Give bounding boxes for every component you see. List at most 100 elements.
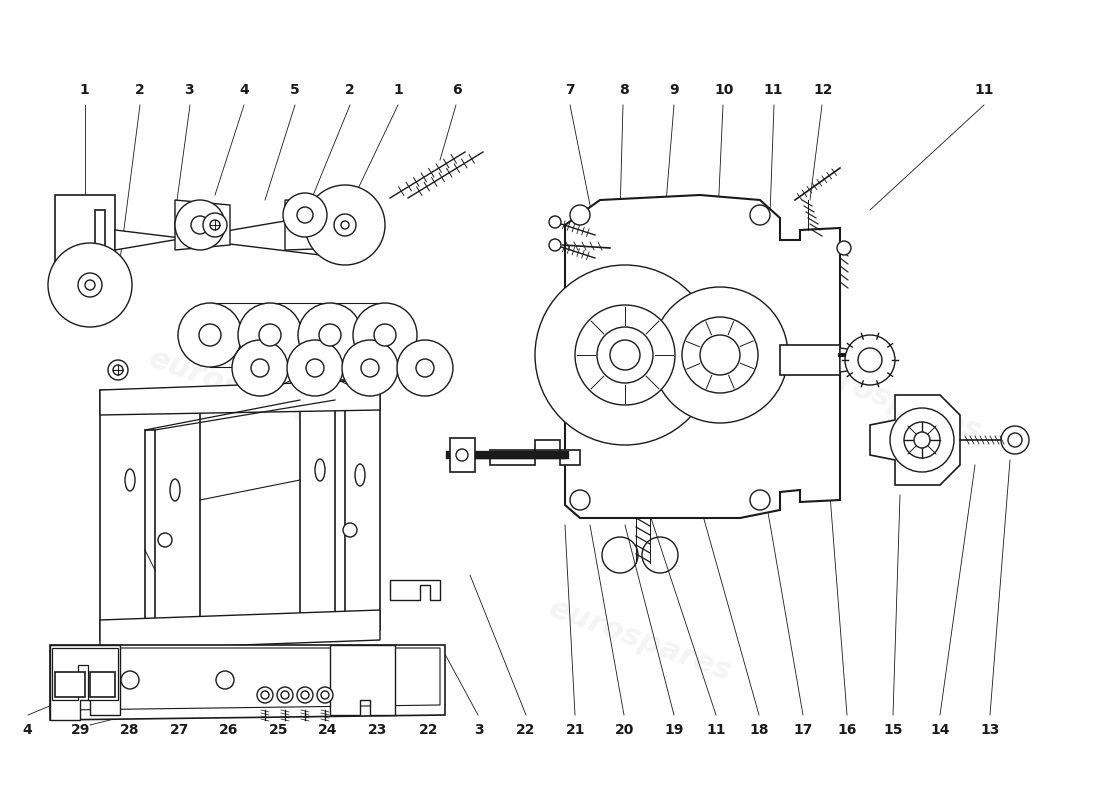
Circle shape [287,340,343,396]
Text: 4: 4 [23,723,32,737]
Text: 12: 12 [813,83,833,97]
Circle shape [652,287,788,423]
Text: 1: 1 [80,83,89,97]
Text: 26: 26 [219,723,239,737]
Circle shape [298,303,362,367]
Text: 11: 11 [975,83,994,97]
Circle shape [374,324,396,346]
Text: 23: 23 [367,723,387,737]
Circle shape [297,207,313,223]
Polygon shape [285,200,345,250]
Text: 8: 8 [619,83,628,97]
Text: 4: 4 [240,83,249,97]
Circle shape [48,243,132,327]
Text: 28: 28 [120,723,140,737]
Circle shape [121,671,139,689]
Circle shape [682,317,758,393]
Polygon shape [100,610,380,650]
Circle shape [317,687,333,703]
Circle shape [204,213,227,237]
Text: 20: 20 [615,723,635,737]
Circle shape [277,687,293,703]
Circle shape [257,687,273,703]
Circle shape [837,241,851,255]
Text: 7: 7 [565,83,574,97]
Text: 3: 3 [185,83,194,97]
Circle shape [549,239,561,251]
Circle shape [261,691,270,699]
Polygon shape [330,645,395,715]
Circle shape [570,205,590,225]
Polygon shape [55,195,116,265]
Circle shape [283,193,327,237]
Text: 18: 18 [749,723,769,737]
Polygon shape [565,195,840,518]
Text: 2: 2 [345,83,354,97]
Circle shape [904,422,940,458]
Circle shape [890,408,954,472]
Polygon shape [490,440,580,465]
Bar [55,672,85,697]
Text: 24: 24 [318,723,338,737]
Text: 1: 1 [394,83,403,97]
Circle shape [301,691,309,699]
Circle shape [456,449,468,461]
Circle shape [750,205,770,225]
Text: 19: 19 [664,723,684,737]
Circle shape [158,533,172,547]
Text: 9: 9 [670,83,679,97]
Polygon shape [840,348,870,372]
Circle shape [416,359,434,377]
Circle shape [341,221,349,229]
Circle shape [199,324,221,346]
Circle shape [113,365,123,375]
Circle shape [343,523,358,537]
Text: 2: 2 [135,83,144,97]
Text: 5: 5 [290,83,299,97]
Circle shape [570,490,590,510]
Circle shape [1001,426,1028,454]
Circle shape [251,359,270,377]
Circle shape [210,220,220,230]
Circle shape [334,214,356,236]
Text: eurospares: eurospares [144,343,336,437]
Polygon shape [175,200,230,250]
Text: 29: 29 [70,723,90,737]
Polygon shape [50,645,446,720]
Ellipse shape [315,459,324,481]
Polygon shape [100,380,380,415]
Polygon shape [300,380,379,630]
Text: 6: 6 [452,83,461,97]
Circle shape [191,216,209,234]
Ellipse shape [170,479,180,501]
Circle shape [216,671,234,689]
Circle shape [108,360,128,380]
Circle shape [610,340,640,370]
Circle shape [597,327,653,383]
Polygon shape [780,345,840,375]
Polygon shape [870,395,960,485]
Text: 16: 16 [837,723,857,737]
Text: 11: 11 [706,723,726,737]
Polygon shape [52,648,118,700]
Circle shape [845,335,895,385]
Text: 13: 13 [980,723,1000,737]
Text: 22: 22 [419,723,439,737]
Circle shape [280,691,289,699]
Polygon shape [116,215,320,255]
Ellipse shape [355,464,365,486]
Text: 14: 14 [931,723,950,737]
Text: 3: 3 [474,723,483,737]
Text: 17: 17 [793,723,813,737]
Text: 21: 21 [565,723,585,737]
Circle shape [321,691,329,699]
Text: eurospares: eurospares [544,343,736,437]
Circle shape [175,200,226,250]
Bar [90,672,116,697]
Circle shape [305,185,385,265]
Circle shape [575,305,675,405]
Polygon shape [450,438,475,472]
Circle shape [306,359,324,377]
Polygon shape [50,645,120,720]
Circle shape [914,432,929,448]
